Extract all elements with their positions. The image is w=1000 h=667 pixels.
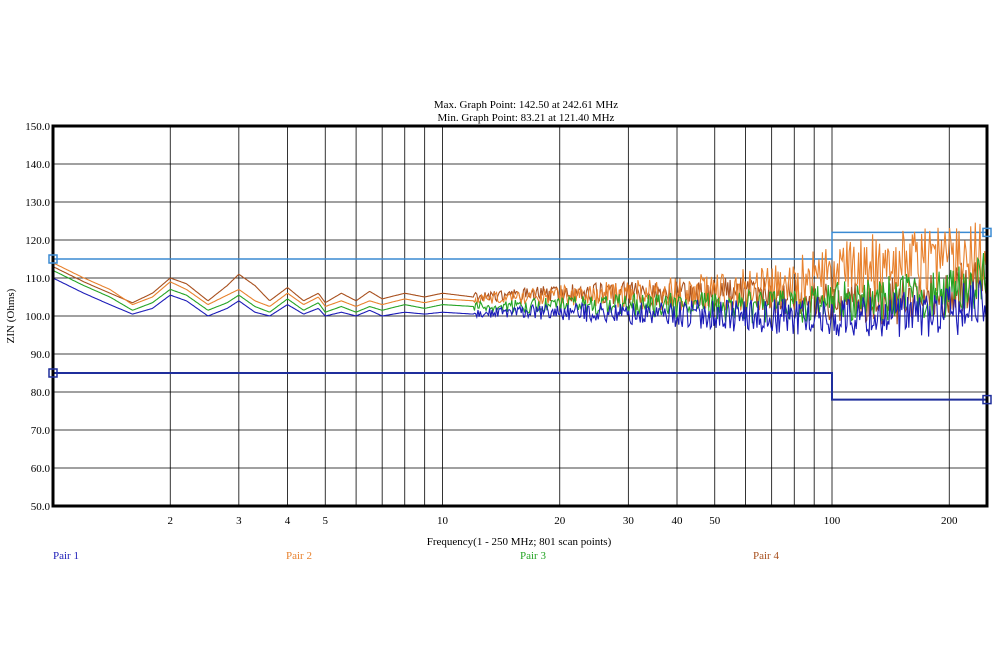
y-tick-label: 70.0 (31, 425, 51, 437)
y-tick-label: 100.0 (25, 311, 50, 323)
y-tick-label: 90.0 (31, 349, 51, 361)
y-tick-label: 130.0 (25, 197, 50, 209)
x-tick-label: 3 (236, 515, 242, 527)
y-tick-label: 50.0 (31, 501, 51, 513)
x-tick-label: 100 (824, 515, 841, 527)
series-line-pair-2 (52, 222, 988, 312)
y-axis-ticks: 50.0 60.0 70.0 80.0 90.0 100.0 110.0 120.0 130.0… (25, 121, 50, 513)
limit-line-2 (53, 372, 987, 401)
legend-pair-3: Pair 3 (520, 550, 546, 562)
x-tick-label: 10 (437, 515, 449, 527)
chart-title-min: Min. Graph Point: 83.21 at 121.40 MHz (438, 112, 615, 124)
y-tick-label: 120.0 (25, 235, 50, 247)
y-axis-label: ZIN (Ohms) (5, 288, 17, 343)
chart-title-max: Max. Graph Point: 142.50 at 242.61 MHz (434, 99, 618, 111)
x-tick-label: 5 (322, 515, 328, 527)
x-tick-label: 200 (941, 515, 958, 527)
plot-frame (51, 124, 989, 508)
limit-marker-1-start (48, 254, 58, 264)
y-tick-label: 80.0 (31, 387, 51, 399)
x-tick-label: 40 (672, 515, 684, 527)
x-axis-ticks: 2 3 4 5 10 20 30 40 50 100 200 (168, 515, 959, 527)
limit-marker-2-end (982, 394, 992, 405)
y-tick-label: 150.0 (25, 121, 50, 133)
x-tick-label: 4 (285, 515, 291, 527)
limit-line-1 (53, 231, 987, 260)
legend-pair-4: Pair 4 (753, 550, 779, 562)
y-tick-label: 60.0 (31, 463, 51, 475)
x-tick-label: 50 (709, 515, 721, 527)
series-lines (52, 222, 988, 337)
y-tick-label: 140.0 (25, 159, 50, 171)
x-tick-label: 2 (168, 515, 174, 527)
limit-markers (48, 227, 992, 405)
series-line-pair-3 (52, 252, 988, 324)
x-tick-label: 20 (554, 515, 566, 527)
series-line-pair-1 (52, 277, 988, 337)
x-axis-label: Frequency(1 - 250 MHz; 801 scan points) (427, 536, 612, 548)
y-tick-label: 110.0 (26, 273, 51, 285)
x-tick-label: 30 (623, 515, 635, 527)
legend-pair-1: Pair 1 (53, 550, 79, 562)
legend-pair-2: Pair 2 (286, 550, 312, 562)
limit-marker-2-start (48, 368, 58, 378)
limit-marker-1-end (982, 227, 992, 238)
limit-lines (53, 231, 987, 401)
